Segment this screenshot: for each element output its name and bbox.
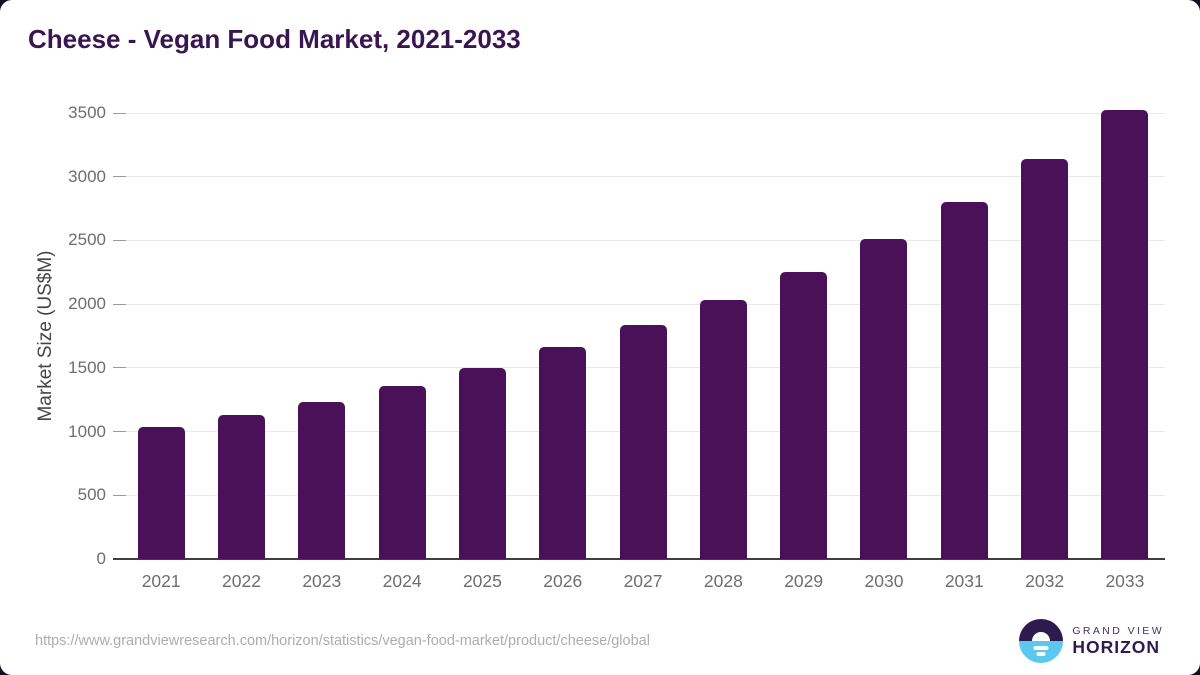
source-url: https://www.grandviewresearch.com/horizo… xyxy=(35,633,650,649)
bar-series xyxy=(121,110,1165,559)
bar-2027 xyxy=(619,325,667,559)
x-tick-label-2026: 2026 xyxy=(543,571,583,591)
bar-column-2028 xyxy=(683,113,763,559)
y-tick-label-1000: 1000 xyxy=(68,421,106,441)
y-tickmark-500 xyxy=(113,494,126,496)
bar-2026 xyxy=(539,347,587,559)
y-axis-tick-labels: 0 500 1000 1500 2000 2500 3000 3500 xyxy=(0,103,106,568)
y-tick-label-0: 0 xyxy=(96,549,106,568)
bar-2022 xyxy=(217,415,265,559)
plot-area: 2021 2022 2023 2024 2025 2026 2027 2028 2029 2030… xyxy=(113,110,1165,591)
y-tick-label-2000: 2000 xyxy=(68,294,106,314)
y-tickmark-2000 xyxy=(113,303,126,305)
y-tick-label-500: 500 xyxy=(77,485,106,505)
bar-2025 xyxy=(458,367,506,559)
bar-column-2025 xyxy=(442,113,522,559)
bar-2023 xyxy=(298,401,346,559)
bar-2033 xyxy=(1101,110,1149,559)
x-tick-label-2024: 2024 xyxy=(382,571,422,591)
y-tickmark-2500 xyxy=(113,239,126,241)
x-tick-label-2023: 2023 xyxy=(302,571,342,591)
gridline-2500 xyxy=(113,239,1165,241)
y-tickmark-1500 xyxy=(113,367,126,369)
y-tick-label-1500: 1500 xyxy=(68,357,106,377)
x-tick-label-2033: 2033 xyxy=(1105,571,1145,591)
sun-reflection-line-1 xyxy=(1033,646,1049,650)
horizon-sun-icon xyxy=(1019,619,1064,663)
x-tick-label-2028: 2028 xyxy=(703,571,743,591)
grand-view-horizon-logo: GRAND VIEW HORIZON xyxy=(1019,619,1164,663)
bar-column-2032 xyxy=(1004,113,1084,559)
y-tick-label-2500: 2500 xyxy=(68,230,106,250)
y-tickmark-1000 xyxy=(113,431,126,433)
gridline-2000 xyxy=(113,303,1165,305)
gridline-3000 xyxy=(113,176,1165,178)
bar-column-2027 xyxy=(603,113,683,559)
x-axis-tick-labels: 2021 2022 2023 2024 2025 2026 2027 2028 2029 2030… xyxy=(121,571,1165,597)
bar-column-2021 xyxy=(121,113,201,559)
y-tick-label-3500: 3500 xyxy=(68,103,106,122)
bar-column-2024 xyxy=(362,113,442,559)
bar-column-2033 xyxy=(1085,110,1165,559)
y-tick-label-3000: 3000 xyxy=(68,166,106,186)
bar-2031 xyxy=(940,201,988,559)
sun-dome-shape xyxy=(1032,632,1051,641)
bar-column-2030 xyxy=(844,113,924,559)
bar-column-2022 xyxy=(201,113,281,559)
bar-2021 xyxy=(137,427,185,559)
y-tickmark-3500 xyxy=(113,112,126,114)
x-tick-label-2022: 2022 xyxy=(222,571,261,591)
bar-2029 xyxy=(780,271,828,559)
chart-title: Cheese - Vegan Food Market, 2021-2033 xyxy=(28,24,521,54)
x-tick-label-2031: 2031 xyxy=(944,571,984,591)
bar-2024 xyxy=(378,385,426,559)
x-tick-label-2032: 2032 xyxy=(1025,571,1065,591)
logo-text: GRAND VIEW HORIZON xyxy=(1072,625,1164,657)
x-tick-label-2030: 2030 xyxy=(864,571,904,591)
x-tick-label-2021: 2021 xyxy=(141,571,181,591)
x-tick-label-2027: 2027 xyxy=(623,571,663,591)
bar-column-2029 xyxy=(764,113,844,559)
bar-column-2026 xyxy=(523,113,603,559)
bar-2030 xyxy=(860,239,908,559)
x-tick-label-2029: 2029 xyxy=(784,571,824,591)
logo-product-name: HORIZON xyxy=(1072,636,1161,657)
bar-2032 xyxy=(1021,158,1069,559)
bar-2028 xyxy=(699,299,747,559)
logo-brand-name: GRAND VIEW xyxy=(1072,624,1164,637)
x-axis-line xyxy=(113,558,1165,560)
y-tickmark-3000 xyxy=(113,176,126,178)
bar-column-2031 xyxy=(924,113,1004,559)
sun-reflection-line-2 xyxy=(1036,652,1046,656)
bar-column-2023 xyxy=(282,113,362,559)
gridline-3500 xyxy=(113,112,1165,114)
x-tick-label-2025: 2025 xyxy=(462,571,502,591)
